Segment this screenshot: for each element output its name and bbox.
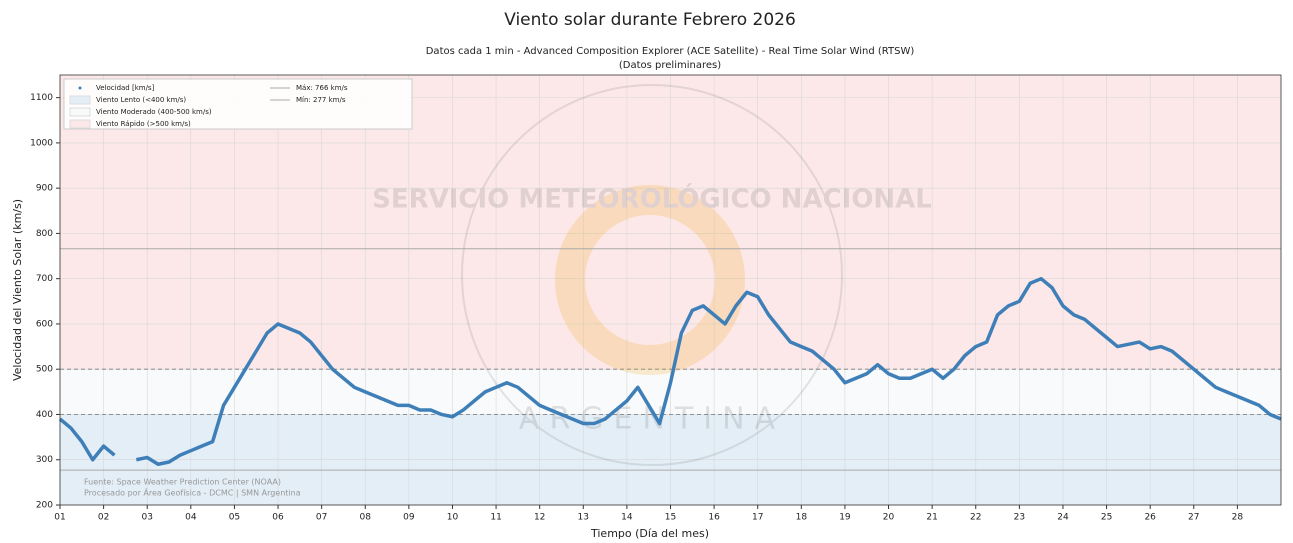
y-tick-label: 500	[36, 365, 53, 375]
watermark-text: SERVICIO METEOROLÓGICO NACIONAL	[372, 183, 932, 215]
watermark: SERVICIO METEOROLÓGICO NACIONAL ARGENTINA	[372, 84, 932, 466]
legend-swatch	[78, 86, 82, 90]
x-tick-label: 06	[272, 513, 284, 523]
x-tick-label: 22	[970, 513, 981, 523]
legend-label: Mín: 277 km/s	[296, 96, 346, 104]
y-tick-label: 900	[36, 184, 53, 194]
x-tick-label: 24	[1057, 513, 1069, 523]
legend: Velocidad [km/s] Viento Lento (<400 km/s)…	[63, 78, 413, 130]
legend-label: Velocidad [km/s]	[96, 84, 155, 92]
y-tick-label: 200	[36, 501, 53, 511]
legend-swatch	[69, 119, 91, 129]
x-tick-label: 05	[229, 513, 240, 523]
y-tick-label: 600	[36, 319, 53, 329]
x-tick-label: 19	[839, 513, 851, 523]
x-tick-label: 14	[621, 513, 633, 523]
watermark-logo	[555, 185, 745, 375]
watermark-ring	[461, 84, 843, 466]
y-tick-label: 300	[36, 455, 53, 465]
x-tick-label: 16	[708, 513, 720, 523]
x-tick-label: 04	[185, 513, 197, 523]
x-tick-label: 21	[926, 513, 937, 523]
x-tick-label: 26	[1144, 513, 1156, 523]
watermark-text: ARGENTINA	[519, 402, 785, 437]
x-tick-label: 03	[141, 513, 152, 523]
x-tick-label: 25	[1101, 513, 1112, 523]
x-tick-label: 01	[54, 513, 65, 523]
legend-box	[63, 78, 413, 130]
x-tick-label: 11	[490, 513, 501, 523]
x-tick-label: 27	[1188, 513, 1199, 523]
legend-label: Viento Moderado (400-500 km/s)	[96, 108, 212, 116]
x-tick-label: 17	[752, 513, 763, 523]
y-tick-label: 1100	[30, 93, 53, 103]
plot-frame	[59, 74, 1282, 506]
y-axis-label: Velocidad del Viento Solar (km/s)	[11, 199, 24, 381]
x-tick-label: 20	[883, 513, 895, 523]
y-tick-label: 1000	[30, 138, 53, 148]
chart-subtitle: Datos cada 1 min - Advanced Composition …	[426, 46, 915, 57]
x-tick-label: 15	[665, 513, 676, 523]
legend-swatch	[69, 107, 91, 117]
legend-label: Máx: 766 km/s	[296, 84, 348, 92]
chart-title: Viento solar durante Febrero 2026	[504, 10, 796, 30]
y-tick-label: 400	[36, 410, 53, 420]
x-tick-label: 02	[98, 513, 109, 523]
x-tick-label: 12	[534, 513, 545, 523]
source-note: Procesado por Área Geofísica - DCMC | SM…	[84, 487, 301, 498]
x-tick-label: 28	[1232, 513, 1244, 523]
legend-swatch	[69, 95, 91, 105]
x-axis-label: Tiempo (Día del mes)	[590, 527, 709, 540]
x-tick-label: 09	[403, 513, 415, 523]
series-line	[135, 276, 1282, 467]
x-tick-label: 18	[796, 513, 808, 523]
x-tick-label: 07	[316, 513, 327, 523]
legend-label: Viento Lento (<400 km/s)	[96, 96, 186, 104]
legend-label: Viento Rápido (>500 km/s)	[96, 120, 191, 128]
y-tick-label: 700	[36, 274, 53, 284]
x-tick-label: 08	[360, 513, 372, 523]
chart-subtitle: (Datos preliminares)	[619, 60, 721, 71]
x-tick-label: 10	[447, 513, 459, 523]
x-tick-label: 23	[1014, 513, 1025, 523]
series-line	[58, 417, 116, 462]
x-tick-label: 13	[578, 513, 589, 523]
y-tick-label: 800	[36, 229, 53, 239]
source-note: Fuente: Space Weather Prediction Center …	[84, 478, 281, 487]
